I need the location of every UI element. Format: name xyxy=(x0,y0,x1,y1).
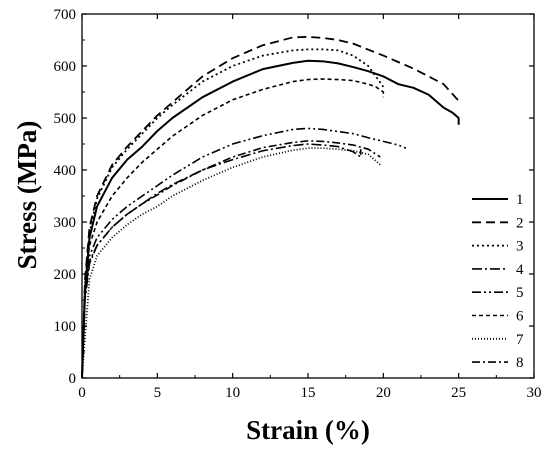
y-axis-title: Stress (MPa) xyxy=(12,121,42,270)
x-tick-label: 0 xyxy=(78,385,86,401)
x-tick-label: 5 xyxy=(154,385,162,401)
y-tick-label: 700 xyxy=(54,7,77,23)
y-tick-label: 600 xyxy=(54,59,77,75)
x-tick-label: 25 xyxy=(451,385,466,401)
x-tick-label: 20 xyxy=(376,385,391,401)
y-tick-label: 0 xyxy=(69,371,77,387)
x-tick-label: 30 xyxy=(527,385,542,401)
legend-label-1: 1 xyxy=(516,192,524,208)
series-line-5 xyxy=(81,127,407,379)
series-line-4 xyxy=(81,143,362,379)
series-line-1 xyxy=(81,59,460,379)
x-tick-label: 10 xyxy=(225,385,240,401)
legend-label-3: 3 xyxy=(516,239,524,255)
legend-label-5: 5 xyxy=(516,285,524,301)
x-axis-title: Strain (%) xyxy=(246,415,370,445)
x-tick-label: 15 xyxy=(301,385,316,401)
legend: 1 2 3 4 5 6 7 8 xyxy=(472,192,524,371)
y-tick-label: 100 xyxy=(54,319,77,335)
series-line-8 xyxy=(81,140,381,379)
legend-label-2: 2 xyxy=(516,215,524,231)
legend-label-7: 7 xyxy=(516,332,524,348)
series-line-7 xyxy=(81,147,381,379)
legend-label-4: 4 xyxy=(516,262,524,278)
y-tick-label: 300 xyxy=(54,215,77,231)
y-tick-label: 400 xyxy=(54,163,77,179)
legend-label-8: 8 xyxy=(516,355,524,371)
y-tick-label: 500 xyxy=(54,111,77,127)
legend-label-6: 6 xyxy=(516,309,524,325)
series-line-6 xyxy=(81,78,385,379)
plot-frame xyxy=(81,13,535,379)
series-line-3 xyxy=(81,48,385,379)
y-tick-label: 200 xyxy=(54,267,77,283)
series-line-2 xyxy=(81,35,460,379)
plot-area xyxy=(81,35,460,379)
